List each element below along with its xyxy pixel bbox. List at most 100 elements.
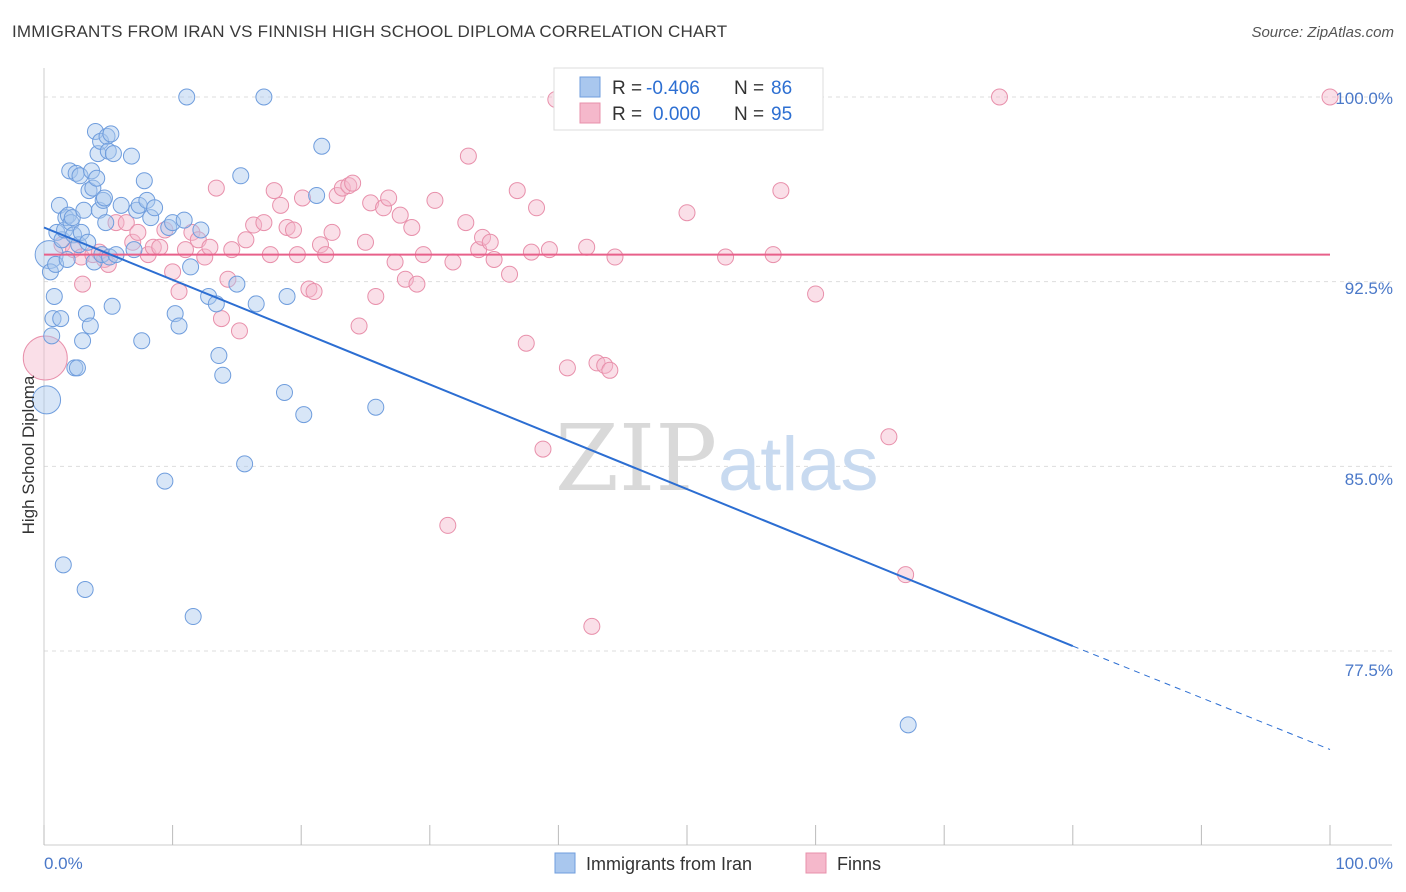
- legend-n-value: 86: [771, 78, 792, 99]
- finns-point: [245, 216, 263, 234]
- finns-point: [107, 214, 125, 232]
- finns-point: [990, 88, 1008, 106]
- finns-point: [357, 233, 374, 251]
- finns-point: [717, 248, 735, 266]
- iran-point: [275, 383, 293, 401]
- iran-trend-extension: [1072, 645, 1331, 750]
- series-legend[interactable]: Immigrants from Iran Finns: [554, 852, 881, 874]
- finns-point: [601, 361, 619, 379]
- finns-point: [534, 440, 552, 458]
- iran-point: [72, 223, 90, 241]
- finns-point: [408, 275, 426, 293]
- finns-point: [439, 516, 457, 534]
- iran-point: [295, 406, 313, 424]
- iran-point: [128, 201, 146, 219]
- y-tick-label: 85.0%: [1345, 470, 1393, 489]
- bottom-legend-label: Immigrants from Iran: [586, 854, 752, 874]
- finns-point: [196, 248, 214, 266]
- y-tick-label: 77.5%: [1345, 661, 1393, 680]
- iran-point: [210, 347, 228, 365]
- finns-point: [426, 191, 444, 209]
- finns-point: [391, 206, 409, 224]
- finns-point: [230, 322, 248, 340]
- iran-point: [104, 145, 122, 163]
- finns-point: [403, 218, 421, 236]
- finns-point: [596, 356, 614, 374]
- bottom-legend-swatch-pink: [805, 852, 827, 874]
- finns-point: [284, 221, 302, 239]
- finns-point: [74, 275, 92, 293]
- iran-point: [102, 125, 120, 143]
- bottom-legend-label: Finns: [837, 854, 881, 874]
- legend-swatch-blue: [579, 76, 601, 98]
- iran-point: [112, 196, 130, 214]
- iran-point: [278, 287, 296, 305]
- iran-point: [43, 327, 61, 345]
- iran-point: [367, 398, 385, 416]
- finns-point: [293, 189, 311, 207]
- finns-point: [367, 287, 385, 305]
- iran-point: [142, 209, 160, 227]
- finns-point: [1321, 88, 1339, 106]
- finns-point: [880, 428, 898, 446]
- iran-point: [88, 169, 106, 187]
- iran-point: [182, 258, 200, 276]
- trend-lines: [43, 226, 1331, 750]
- iran-point: [178, 88, 196, 106]
- finns-point: [481, 233, 499, 251]
- iran-point: [255, 88, 273, 106]
- finns-point: [583, 617, 601, 635]
- iran-point: [313, 137, 331, 155]
- finns-point: [508, 182, 526, 200]
- chart-title: IMMIGRANTS FROM IRAN VS FINNISH HIGH SCH…: [12, 22, 728, 41]
- finns-point: [117, 214, 135, 232]
- finns-point: [678, 204, 696, 222]
- finns-point: [362, 194, 380, 212]
- iran-point: [133, 332, 151, 350]
- iran-point: [236, 455, 254, 473]
- finns-point: [265, 182, 283, 200]
- correlation-legend: R = -0.406 N = 86 R = 0.000 N = 95: [553, 67, 824, 131]
- finns-point: [457, 214, 475, 232]
- iran-point: [192, 221, 210, 239]
- finns-point: [255, 214, 273, 232]
- x-tick-label-min: 0.0%: [44, 854, 83, 873]
- finns-point: [558, 359, 576, 377]
- finns-point: [323, 223, 341, 241]
- y-tick-label: 100.0%: [1335, 89, 1393, 108]
- watermark: ZIP atlas: [555, 405, 879, 512]
- iran-trend-line: [43, 226, 1074, 648]
- finns-point: [606, 248, 624, 266]
- iran-point: [45, 287, 63, 305]
- iran-point: [228, 275, 246, 293]
- iran-point: [84, 179, 102, 197]
- finns-point: [272, 196, 290, 214]
- finns-point: [772, 182, 790, 200]
- finns-point: [219, 270, 237, 288]
- iran-point: [232, 167, 250, 185]
- iran-point: [135, 172, 153, 190]
- iran-point: [247, 295, 265, 313]
- iran-point: [32, 385, 62, 415]
- iran-point: [122, 147, 140, 165]
- bottom-legend-swatch-blue: [554, 852, 576, 874]
- finns-point: [386, 253, 404, 271]
- finns-point: [375, 199, 393, 217]
- finns-point: [151, 238, 169, 256]
- legend-n-label: N =: [734, 104, 764, 125]
- finns-point: [501, 265, 519, 283]
- iran-point: [146, 199, 164, 217]
- finns-point: [807, 285, 825, 303]
- iran-point: [899, 716, 917, 734]
- finns-point: [578, 238, 596, 256]
- finns-point: [237, 231, 255, 249]
- iran-point: [184, 608, 202, 626]
- finns-point: [311, 236, 329, 254]
- finns-point: [129, 223, 147, 241]
- iran-point: [308, 186, 326, 204]
- finns-point: [207, 179, 225, 197]
- iran-point: [170, 317, 188, 335]
- iran-point: [68, 359, 86, 377]
- finns-point: [522, 243, 540, 261]
